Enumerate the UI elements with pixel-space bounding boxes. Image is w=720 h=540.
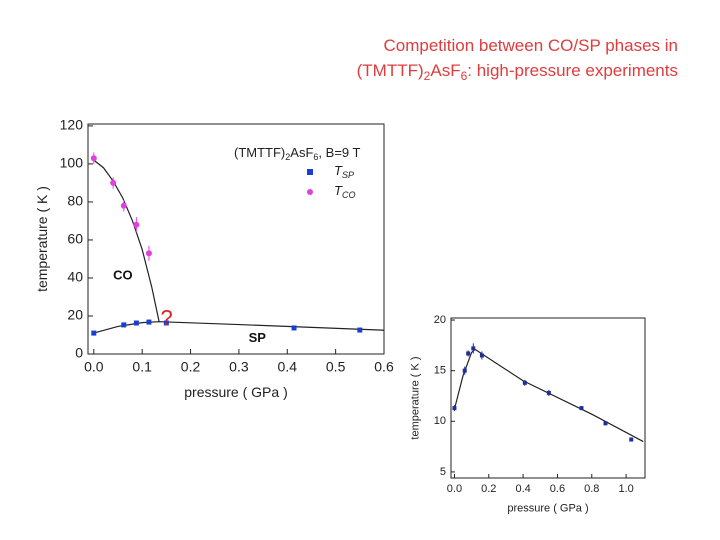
x-tick-label: 0.4 xyxy=(278,359,298,375)
y-tick-label: 10 xyxy=(434,415,446,427)
x-tick-label: 0.6 xyxy=(550,483,565,495)
legend-part: (TMTTF) xyxy=(234,145,285,160)
fit-line xyxy=(93,159,160,322)
legend-sub: 2 xyxy=(285,152,290,162)
plot-frame xyxy=(450,317,646,479)
title-part: AsF xyxy=(430,61,460,80)
data-point xyxy=(471,346,476,351)
data-point xyxy=(452,406,457,411)
data-point xyxy=(546,390,551,395)
x-tick-label: 0.8 xyxy=(584,483,599,495)
x-tick-label: 0.6 xyxy=(374,359,394,375)
data-point xyxy=(133,221,140,228)
data-point xyxy=(163,320,169,326)
legend-name: T xyxy=(334,163,343,178)
data-point xyxy=(120,202,127,209)
x-tick-label: 0.1 xyxy=(132,359,152,375)
data-point xyxy=(90,155,97,162)
data-point xyxy=(357,327,363,333)
annotation: ? xyxy=(161,306,173,331)
x-axis-label: pressure ( GPa ) xyxy=(507,503,588,515)
plot-frame xyxy=(87,123,385,355)
y-tick-label: 20 xyxy=(67,307,83,323)
legend-marker xyxy=(307,189,313,195)
title-sub: 6 xyxy=(461,69,468,83)
legend-marker xyxy=(307,169,313,175)
annotation: CO xyxy=(113,268,133,283)
data-point xyxy=(291,325,297,331)
data-point xyxy=(145,250,152,257)
data-point xyxy=(91,330,97,336)
data-point xyxy=(479,353,484,358)
data-point xyxy=(146,319,152,325)
y-tick-label: 0 xyxy=(75,345,83,361)
y-axis-label: temperature ( K ) xyxy=(34,186,50,292)
y-tick-label: 80 xyxy=(67,193,83,209)
x-axis-label: pressure ( GPa ) xyxy=(184,384,287,400)
data-point xyxy=(579,406,584,411)
data-point xyxy=(466,351,471,356)
title-part: (TMTTF) xyxy=(357,61,424,80)
y-tick-label: 5 xyxy=(440,466,446,478)
legend-part: , B=9 T xyxy=(318,145,360,160)
legend-title: (TMTTF)2AsF6, B=9 T xyxy=(234,145,361,162)
y-tick-label: 20 xyxy=(434,314,446,326)
y-tick-label: 60 xyxy=(67,231,83,247)
x-tick-label: 0.0 xyxy=(447,483,462,495)
x-tick-label: 1.0 xyxy=(618,483,633,495)
legend-sub: SP xyxy=(342,170,354,180)
title-sub: 2 xyxy=(424,69,431,83)
data-point xyxy=(462,368,467,373)
legend-part: AsF xyxy=(290,145,313,160)
legend-label: TCO xyxy=(334,183,355,200)
legend-label: TSP xyxy=(334,163,354,180)
y-tick-label: 120 xyxy=(60,117,84,133)
title-line: Competition between CO/SP phases in xyxy=(383,36,678,55)
legend-sub: CO xyxy=(342,190,356,200)
legend-sub: 6 xyxy=(313,152,318,162)
x-tick-label: 0.2 xyxy=(481,483,496,495)
legend-name: T xyxy=(334,183,343,198)
data-point xyxy=(522,380,527,385)
data-point xyxy=(603,421,608,426)
slide-title: (TMTTF)2AsF6: high-pressure experiments xyxy=(357,61,678,83)
y-tick-label: 100 xyxy=(60,155,84,171)
data-point xyxy=(133,320,139,326)
y-tick-label: 15 xyxy=(434,365,446,377)
slide-title: Competition between CO/SP phases in xyxy=(383,36,678,55)
title-part: : high-pressure experiments xyxy=(467,61,678,80)
x-tick-label: 0.2 xyxy=(181,359,201,375)
x-tick-label: 0.4 xyxy=(515,483,530,495)
y-axis-label: temperature ( K ) xyxy=(410,356,422,439)
data-point xyxy=(629,437,634,442)
y-tick-label: 40 xyxy=(67,269,83,285)
x-tick-label: 0.5 xyxy=(326,359,346,375)
data-point xyxy=(121,322,127,328)
annotation: SP xyxy=(249,330,267,345)
x-tick-label: 0.3 xyxy=(229,359,249,375)
x-tick-label: 0.0 xyxy=(84,359,104,375)
data-point xyxy=(110,179,117,186)
